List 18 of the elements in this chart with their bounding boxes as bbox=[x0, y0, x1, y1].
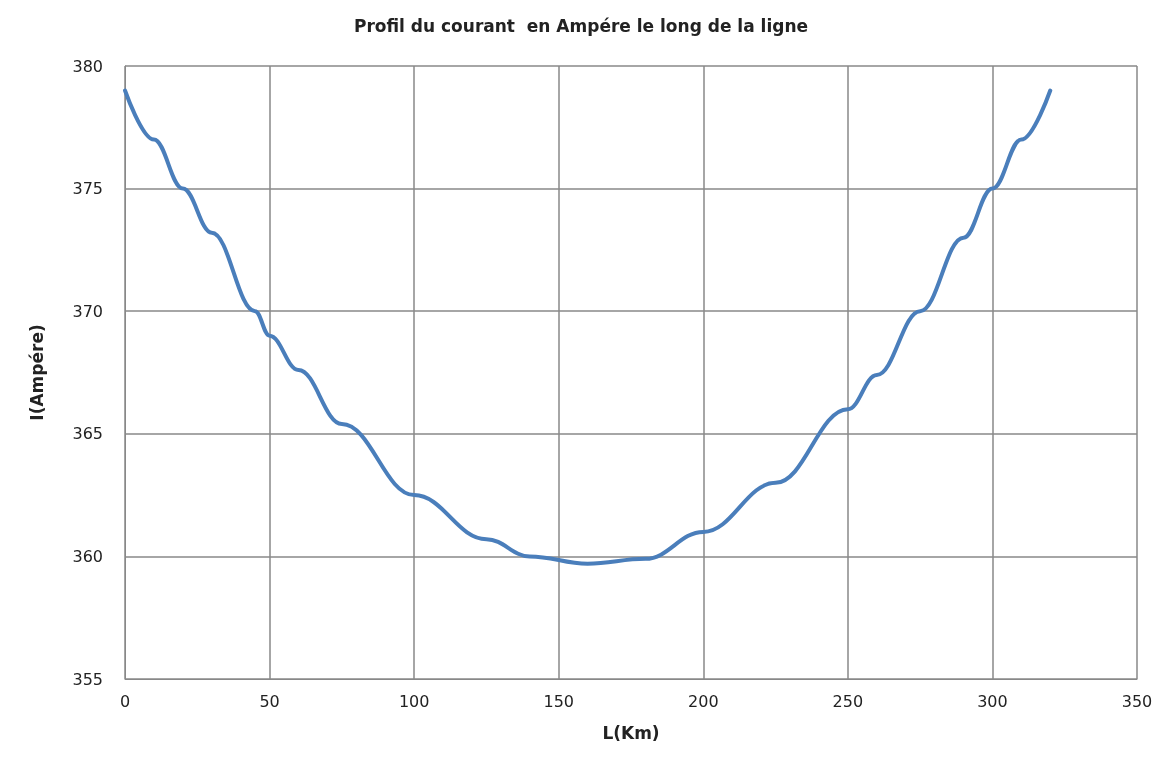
y-tick-label: 375 bbox=[72, 179, 103, 199]
x-tick-label: 50 bbox=[259, 691, 280, 711]
x-tick-label: 100 bbox=[398, 691, 430, 711]
line-series bbox=[123, 88, 1053, 566]
chart-title: Profil du courant en Ampére le long de la ligne bbox=[353, 15, 809, 36]
x-tick-label: 200 bbox=[688, 691, 719, 711]
x-axis-title: L(Km) bbox=[602, 722, 660, 743]
y-axis-title: I(Ampére) bbox=[26, 324, 47, 421]
x-tick-label: 300 bbox=[977, 691, 1008, 711]
x-tick-label: 250 bbox=[832, 691, 864, 711]
x-tick-label: 0 bbox=[119, 691, 131, 711]
y-tick-label: 360 bbox=[72, 546, 103, 566]
y-tick-label: 365 bbox=[72, 424, 103, 444]
x-tick-label: 150 bbox=[543, 691, 574, 711]
y-tick-label: 355 bbox=[72, 669, 103, 689]
x-tick-label: 350 bbox=[1121, 691, 1153, 711]
y-tick-label: 370 bbox=[72, 301, 103, 321]
y-tick-label: 380 bbox=[72, 56, 103, 76]
